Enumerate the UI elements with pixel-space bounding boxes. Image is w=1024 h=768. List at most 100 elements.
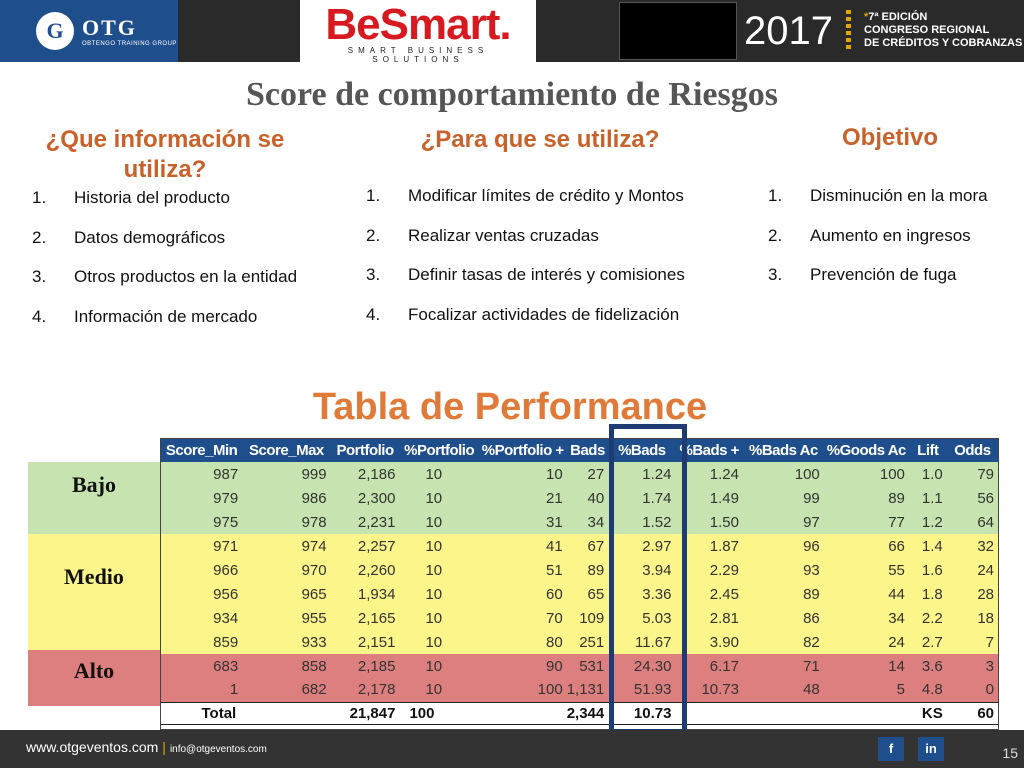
table-row: 987 999 2,186 10 10 27 1.24 1.24 100 100 1.0 79	[161, 462, 998, 486]
table-row: 971 974 2,257 10 41 67 2.97 1.87 96 66 1.4 32	[161, 534, 998, 558]
event-line2: CONGRESO REGIONAL	[864, 24, 990, 36]
table-cell: 1.50	[709, 513, 739, 531]
table-cell: 1.49	[709, 489, 739, 507]
column-heading-use: ¿Para que se utiliza?	[420, 126, 660, 153]
table-cell: 7	[985, 633, 994, 651]
table-cell: 974	[301, 537, 327, 555]
table-cell: 2.97	[642, 537, 672, 555]
table-cell: 10	[425, 585, 443, 603]
table-cell: 2,300	[357, 489, 396, 507]
table-cell: 10	[546, 465, 563, 483]
table-cell: 1.4	[921, 537, 943, 555]
table-cell: 531	[579, 657, 605, 675]
table-cell: 10	[425, 633, 443, 651]
table-cell: 966	[213, 561, 239, 579]
list-objective: 1. Disminución en la mora 2. Aumento en in…	[768, 186, 1024, 305]
table-cell: 858	[301, 657, 327, 675]
table-body: 987 999 2,186 10 10 27 1.24 1.24 100 100 1.0 79 979 9…	[161, 462, 998, 702]
list-item: 2. Aumento en ingresos	[768, 225, 971, 245]
table-cell: 89	[803, 585, 820, 603]
table-row: 966 970 2,260 10 51 89 3.94 2.29 93 55 1.6 24	[161, 558, 998, 582]
table-row: 934 955 2,165 10 70 109 5.03 2.81 86 34 2.2 18	[161, 606, 998, 630]
col-header: Lift	[908, 438, 947, 462]
table-cell: 27	[587, 465, 605, 483]
otg-logo-icon: G	[36, 12, 74, 50]
linkedin-icon[interactable]: in	[918, 737, 944, 761]
table-cell: 100	[879, 465, 905, 483]
event-line3: DE CRÉDITOS Y COBRANZAS	[864, 37, 1023, 49]
table-cell: 71	[803, 657, 820, 675]
table-cell: 971	[213, 537, 239, 555]
list-item: 2. Datos demográficos	[32, 227, 226, 247]
table-cell: 41	[546, 537, 563, 555]
list-item: 1. Modificar límites de crédito y Montos	[366, 186, 684, 205]
table-cell: 89	[888, 489, 905, 507]
list-item: 1. Historia del producto	[32, 188, 230, 207]
table-cell: 3	[985, 657, 994, 675]
table-cell: 1.6	[921, 561, 943, 579]
band-alto: Alto	[28, 650, 998, 706]
ks-label: KS	[908, 701, 947, 725]
table-cell: 21	[546, 489, 563, 507]
col-header: %Portfolio	[399, 438, 479, 462]
table-cell: 2.2	[921, 609, 943, 627]
table-cell: 2,260	[357, 561, 396, 579]
table-cell: 2,151	[357, 633, 396, 651]
list-item: 4. Información de mercado	[32, 306, 258, 326]
table-cell: 65	[587, 585, 605, 603]
table-cell: 2.45	[709, 585, 739, 603]
table-cell: 970	[301, 561, 327, 579]
event-star: *	[864, 11, 869, 23]
table-cell: 1,934	[357, 585, 396, 603]
band-medio: Medio	[28, 534, 998, 650]
table-cell: 56	[977, 489, 994, 507]
table-cell: 82	[803, 633, 820, 651]
table-cell: 986	[301, 489, 327, 507]
table-cell: 1.8	[921, 585, 943, 603]
table-cell: 10	[425, 465, 443, 483]
table-cell: 3.94	[642, 561, 672, 579]
list-item: 4. Focalizar actividades de fidelización	[366, 304, 680, 324]
table-cell: 1.1	[921, 489, 943, 507]
table-cell: 32	[977, 537, 994, 555]
table-cell: 2,186	[357, 465, 396, 483]
list-item: 3. Definir tasas de interés y comisiones	[366, 265, 685, 284]
table-cell: 975	[213, 513, 239, 531]
table-cell: 60	[546, 585, 563, 603]
table-cell: 6.17	[709, 657, 739, 675]
table-cell: 11.67	[635, 633, 672, 651]
col-header: Bads	[566, 438, 609, 462]
besmart-logo: BeSmart. SMART BUSINESS SOLUTIONS	[300, 0, 536, 64]
ks-value: 60	[946, 701, 998, 725]
table-cell: 51	[546, 561, 563, 579]
table-row: 683 858 2,185 10 90 531 24.30 6.17 71 14 3.6 3	[161, 654, 998, 678]
table-cell: 999	[301, 465, 327, 483]
table-row: 1 682 2,178 10 100 1,131 51.93 10.73 48 5 4.8 0	[161, 678, 998, 702]
total-pct-portfolio: 100	[399, 701, 479, 725]
table-cell: 2,185	[357, 657, 396, 675]
table-cell: 77	[888, 513, 905, 531]
col-header: Portfolio	[330, 438, 400, 462]
table-cell: 955	[301, 609, 327, 627]
header-blank-panel	[619, 2, 737, 60]
total-pct-bads: 10.73	[608, 701, 676, 725]
table-cell: 67	[587, 537, 605, 555]
website-link[interactable]: www.otgeventos.com	[26, 739, 159, 755]
table-cell: 1.24	[709, 465, 739, 483]
facebook-icon[interactable]: f	[878, 737, 904, 761]
email-link[interactable]: info@otgeventos.com	[169, 744, 267, 755]
event-name: *7ª EDICIÓN CONGRESO REGIONAL DE CRÉDITO…	[864, 11, 1022, 50]
table-cell: 3.6	[921, 657, 943, 675]
table-cell: 1,131	[566, 681, 605, 699]
table-cell: 89	[587, 561, 605, 579]
table-cell: 10	[425, 657, 443, 675]
table-cell: 1	[229, 681, 239, 699]
col-header: %Bads	[608, 438, 676, 462]
band-label-bajo: Bajo	[72, 472, 116, 497]
table-cell: 31	[546, 513, 563, 531]
footer-separator: |	[162, 739, 166, 755]
table-cell: 933	[301, 633, 327, 651]
table-cell: 5.03	[642, 609, 672, 627]
besmart-subtitle: SMART BUSINESS SOLUTIONS	[347, 46, 489, 64]
table-cell: 51.93	[633, 681, 672, 699]
